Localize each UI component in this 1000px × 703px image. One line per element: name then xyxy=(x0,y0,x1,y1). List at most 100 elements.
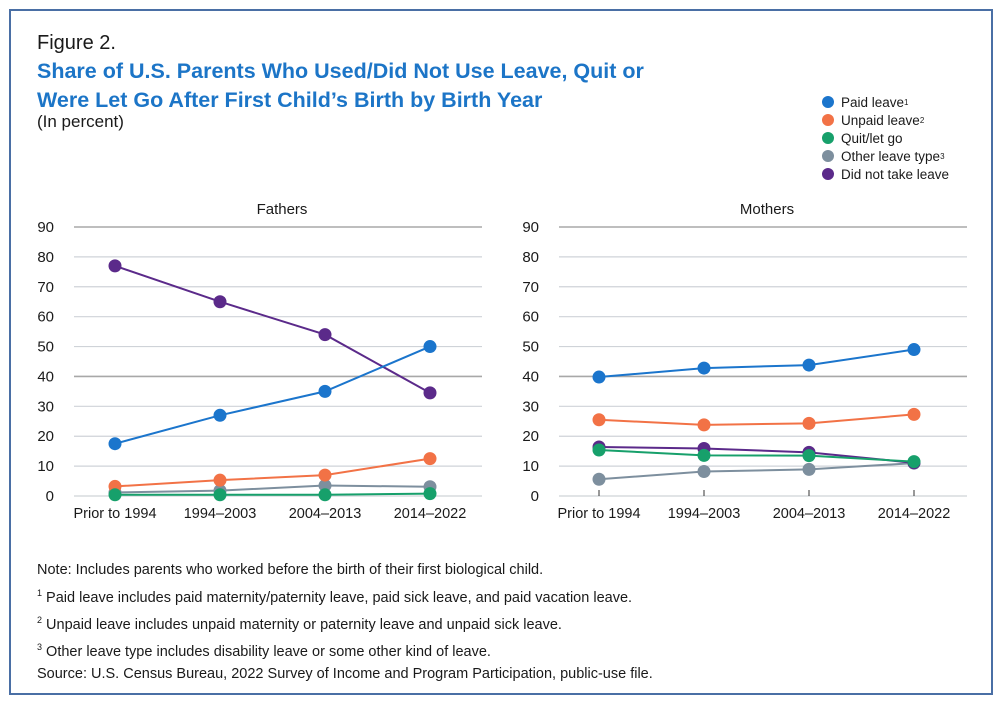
mothers-y-tick-label: 20 xyxy=(522,428,539,445)
chart-subtitle: (In percent) xyxy=(37,112,124,131)
fathers-y-tick-label: 60 xyxy=(37,309,54,326)
footnote-text: Unpaid leave includes unpaid maternity o… xyxy=(46,616,562,633)
chart-title: Share of U.S. Parents Who Used/Did Not U… xyxy=(37,57,797,115)
fathers-x-tick-label: 2004–2013 xyxy=(289,506,362,522)
mothers-y-tick-label: 30 xyxy=(522,398,539,415)
fathers-y-tick-label: 90 xyxy=(37,219,54,236)
legend-marker-icon xyxy=(822,114,834,126)
mothers-data-point-paid-leave xyxy=(697,361,711,375)
fathers-data-point-quit-let-go xyxy=(318,488,332,502)
mothers-data-point-other-leave-type xyxy=(697,464,711,478)
fathers-y-tick-label: 80 xyxy=(37,249,54,266)
fathers-series-line-unpaid-leave xyxy=(114,457,431,488)
fathers-series-line-other-leave-type xyxy=(114,484,431,494)
mothers-series-line-other-leave-type xyxy=(598,462,915,481)
legend-marker-icon xyxy=(822,132,834,144)
fathers-data-point-paid-leave xyxy=(213,408,227,422)
mothers-series-line-paid-leave xyxy=(598,348,915,379)
chart-title-line-1: Share of U.S. Parents Who Used/Did Not U… xyxy=(37,59,644,83)
fathers-data-point-paid-leave xyxy=(108,437,122,451)
mothers-panel-title: Mothers xyxy=(740,201,794,218)
notes: Note: Includes parents who worked before… xyxy=(37,559,653,686)
fathers-data-point-quit-let-go xyxy=(108,488,122,502)
fathers-series-line-quit-let-go xyxy=(115,492,431,496)
fathers-panel-title: Fathers xyxy=(257,201,308,218)
footnote-marker: 1 xyxy=(37,587,43,598)
fathers-data-point-other-leave-type xyxy=(318,479,332,493)
legend-item-other-leave-type: Other leave type 3 xyxy=(822,147,949,165)
fathers-x-tick-label: 2014–2022 xyxy=(394,506,467,522)
mothers-data-point-unpaid-leave xyxy=(592,413,606,427)
legend-item-paid-leave: Paid leave 1 xyxy=(822,93,949,111)
fathers-data-point-unpaid-leave xyxy=(423,452,437,466)
fathers-y-tick-label: 10 xyxy=(37,458,54,475)
fathers-data-point-paid-leave xyxy=(318,384,332,398)
footnote-2: 2 Unpaid leave includes unpaid maternity… xyxy=(37,609,653,636)
mothers-data-point-quit-let-go xyxy=(907,455,921,469)
legend-footnote-marker: 2 xyxy=(919,115,925,125)
fathers-data-point-unpaid-leave xyxy=(213,473,227,487)
fathers-data-point-quit-let-go xyxy=(213,488,227,502)
mothers-data-point-quit-let-go xyxy=(802,449,816,463)
fathers-data-point-did-not-take-leave xyxy=(318,328,332,342)
mothers-data-point-other-leave-type xyxy=(592,472,606,486)
footnote-marker: 2 xyxy=(37,614,43,625)
mothers-y-tick-label: 0 xyxy=(531,488,539,505)
legend: Paid leave 1 Unpaid leave 2 Quit/let go Ot… xyxy=(822,93,949,183)
fathers-data-point-did-not-take-leave xyxy=(423,386,437,400)
mothers-data-point-other-leave-type xyxy=(802,462,816,476)
footnote-text: Paid leave includes paid maternity/pater… xyxy=(46,589,633,606)
legend-footnote-marker: 1 xyxy=(904,97,909,107)
mothers-data-point-paid-leave xyxy=(592,370,606,384)
mothers-series-line-unpaid-leave xyxy=(598,413,915,426)
mothers-data-point-paid-leave xyxy=(907,343,921,357)
mothers-data-point-quit-let-go xyxy=(592,443,606,457)
fathers-data-point-paid-leave xyxy=(423,340,437,354)
mothers-data-point-paid-leave xyxy=(802,358,816,372)
chart-title-line-2: Were Let Go After First Child’s Birth by… xyxy=(37,88,543,112)
fathers-x-tick-label: Prior to 1994 xyxy=(73,506,156,522)
legend-item-quit-let-go: Quit/let go xyxy=(822,129,949,147)
legend-footnote-marker: 3 xyxy=(940,151,945,161)
legend-marker-icon xyxy=(822,150,834,162)
footnote-text: Other leave type includes disability lea… xyxy=(46,643,491,660)
mothers-y-tick-label: 40 xyxy=(522,368,539,385)
mothers-y-tick-label: 50 xyxy=(522,339,539,356)
fathers-data-point-did-not-take-leave xyxy=(108,259,122,273)
fathers-y-tick-label: 50 xyxy=(37,339,54,356)
note-text: Note: Includes parents who worked before… xyxy=(37,562,544,578)
mothers-series-line-quit-let-go xyxy=(598,448,915,463)
mothers-x-tick-label: 1994–2003 xyxy=(668,506,741,522)
mothers-x-tick-label: 2004–2013 xyxy=(773,506,846,522)
legend-label: Quit/let go xyxy=(841,130,903,146)
footnote-marker: 3 xyxy=(37,642,43,653)
fathers-data-point-quit-let-go xyxy=(423,487,437,501)
mothers-x-tick-label: 2014–2022 xyxy=(878,506,951,522)
fathers-data-point-did-not-take-leave xyxy=(213,295,227,309)
mothers-y-tick-label: 60 xyxy=(522,309,539,326)
mothers-y-tick-label: 90 xyxy=(522,219,539,236)
fathers-series-line-did-not-take-leave xyxy=(114,264,431,394)
footnote-1: 1 Paid leave includes paid maternity/pat… xyxy=(37,582,653,609)
mothers-y-tick-label: 10 xyxy=(522,458,539,475)
source-text: Source: U.S. Census Bureau, 2022 Survey … xyxy=(37,666,653,683)
mothers-data-point-unpaid-leave xyxy=(802,416,816,430)
legend-label: Did not take leave xyxy=(841,166,950,182)
legend-label: Paid leave xyxy=(841,94,905,110)
legend-label: Unpaid leave xyxy=(841,112,920,128)
legend-marker-icon xyxy=(822,168,834,180)
mothers-data-point-quit-let-go xyxy=(697,448,711,462)
fathers-y-tick-label: 0 xyxy=(46,488,54,505)
fathers-y-tick-label: 30 xyxy=(37,398,54,415)
mothers-data-point-unpaid-leave xyxy=(907,407,921,421)
mothers-y-tick-label: 80 xyxy=(522,249,539,266)
legend-item-did-not-take-leave: Did not take leave xyxy=(822,165,949,183)
fathers-series-line-paid-leave xyxy=(114,345,431,445)
fathers-data-point-unpaid-leave xyxy=(318,468,332,482)
mothers-x-tick-label: Prior to 1994 xyxy=(557,506,640,522)
mothers-data-point-unpaid-leave xyxy=(697,418,711,432)
legend-label: Other leave type xyxy=(841,148,941,164)
fathers-y-tick-label: 40 xyxy=(37,368,54,385)
legend-marker-icon xyxy=(822,96,834,108)
